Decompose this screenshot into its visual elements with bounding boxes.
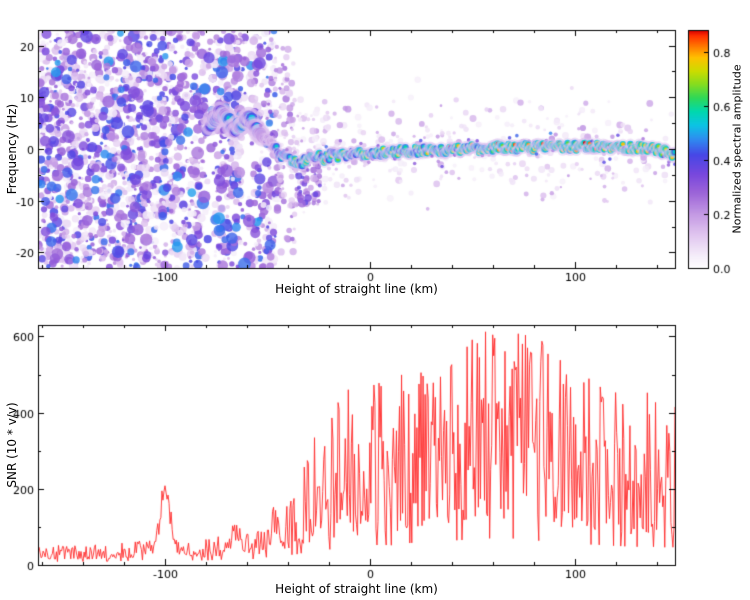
spectrogram-xlabel: Height of straight line (km) — [275, 282, 438, 296]
snr-canvas — [0, 300, 750, 600]
colorbar-label: Normalized spectral amplitude — [730, 64, 744, 234]
spectrogram-canvas — [0, 0, 750, 300]
snr-ylabel: SNR (10 * v/v) — [5, 402, 19, 488]
spectrogram-ylabel: Frequency (Hz) — [5, 103, 19, 195]
snr-xlabel: Height of straight line (km) — [275, 582, 438, 596]
